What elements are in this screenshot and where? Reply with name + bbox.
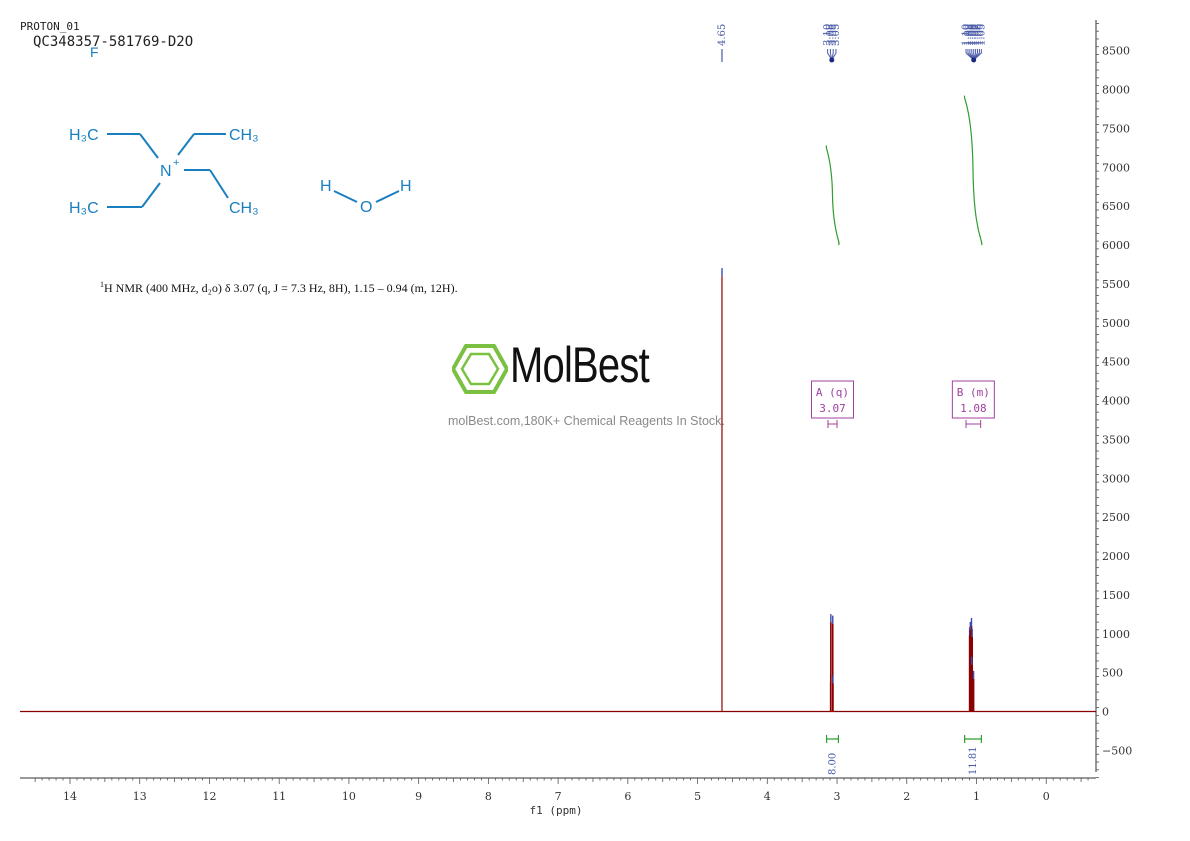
y-tick-label: 1000: [1102, 628, 1130, 641]
y-tick-label: 3000: [1102, 472, 1130, 485]
peak-label-node: [971, 57, 977, 63]
water-h1-label: H: [320, 178, 332, 195]
peak-label-connector: [827, 49, 833, 61]
nucleus-superscript: 1: [100, 280, 104, 289]
peak-shift-label: 1.09: [963, 24, 974, 46]
x-tick-label: 9: [415, 790, 422, 803]
x-tick-label: 4: [764, 790, 771, 803]
integral-range-bracket: [964, 735, 982, 743]
multiplet-box: [951, 380, 995, 419]
y-tick-label: 5000: [1102, 317, 1130, 330]
peak-shift-label: 3.10: [823, 24, 834, 46]
y-tick-label: 2000: [1102, 550, 1130, 563]
x-tick-label: 6: [624, 790, 631, 803]
integral-range-bracket: [825, 735, 840, 743]
water-o-label: O: [360, 199, 372, 216]
x-tick-label: 5: [694, 790, 701, 803]
integral-value-label: 8.00: [827, 753, 838, 775]
y-tick-label: 8000: [1102, 84, 1130, 97]
methyl-label-tr: CH₃: [229, 127, 259, 144]
x-tick-label: 3: [834, 790, 841, 803]
y-tick-label: 1500: [1102, 589, 1130, 602]
x-tick-label: 1: [973, 790, 980, 803]
peak-shift-label: 1.05: [976, 24, 987, 46]
y-tick-label: 6500: [1102, 200, 1130, 213]
nmr-summary: 1H NMR (400 MHz, d₂o) δ 3.07 (q, J = 7.3…: [100, 280, 458, 296]
molbest-logo-icon: [452, 344, 508, 394]
peak-shift-label: 3.05: [831, 24, 842, 46]
methyl-label-bl: H₃C: [69, 200, 99, 217]
integral-curve: [963, 95, 983, 246]
molecule-structure: H₃C CH₃ H₃C CH₃ N + H O H: [69, 127, 412, 217]
x-tick-label: 0: [1043, 790, 1050, 803]
nmr-summary-text: H NMR (400 MHz, d₂o) δ 3.07 (q, J = 7.3 …: [104, 281, 458, 295]
water-h2-label: H: [400, 178, 412, 195]
y-tick-label: 500: [1102, 667, 1123, 680]
y-tick-label: 0: [1102, 706, 1109, 719]
x-tick-label: 8: [485, 790, 492, 803]
multiplet-label: A (q): [816, 386, 849, 399]
peak-label-connector: [967, 49, 975, 61]
multiplet-shift: 1.08: [960, 402, 987, 415]
sample-id: QC348357-581769-D2O: [33, 34, 194, 50]
peak-shift-label: 4.65: [717, 24, 728, 46]
x-tick-label: 2: [903, 790, 910, 803]
peak-shift-label: 3.08: [828, 24, 839, 46]
y-tick-label: 2500: [1102, 511, 1130, 524]
peak-shift-label: 1.08: [967, 24, 978, 46]
x-tick-label: 14: [63, 790, 77, 803]
peak-label-node: [829, 57, 835, 63]
watermark-brand: MolBest: [510, 337, 650, 393]
charge-label: +: [173, 157, 179, 169]
nitrogen-label: N: [160, 163, 172, 180]
multiplet-range-bracket: [965, 420, 982, 428]
multiplet-shift: 3.07: [819, 402, 846, 415]
x-tick-label: 13: [133, 790, 147, 803]
x-tick-label: 12: [202, 790, 216, 803]
integral-value-label: 11.81: [968, 746, 979, 775]
experiment-label: PROTON_01: [20, 20, 80, 33]
peak-shift-label: 1.06: [973, 24, 984, 46]
y-tick-label: 6000: [1102, 239, 1130, 252]
peak-shift-label: 1.08: [965, 24, 976, 46]
x-tick-label: 7: [555, 790, 562, 803]
multiplet-range-bracket: [827, 420, 838, 428]
y-tick-label: −500: [1102, 744, 1132, 757]
y-tick-label: 4000: [1102, 395, 1130, 408]
y-tick-label: 5500: [1102, 278, 1130, 291]
integral-curve: [825, 145, 840, 246]
peak-shift-label: 1.07: [971, 24, 982, 46]
peak-shift-label: 3.08: [825, 24, 836, 46]
peak-label-connector: [973, 49, 982, 61]
peak-shift-label: 1.08: [969, 24, 980, 46]
x-axis-title: f1 (ppm): [530, 804, 583, 817]
peak-label-connector: [969, 49, 975, 61]
peak-shift-label: 1.06: [974, 24, 985, 46]
peak-shift-label: 1.10: [961, 24, 972, 46]
y-tick-label: 7500: [1102, 122, 1130, 135]
methyl-label-tl: H₃C: [69, 127, 99, 144]
counterion-label: F: [90, 44, 99, 60]
multiplet-label: B (m): [957, 386, 990, 399]
x-tick-label: 11: [272, 790, 286, 803]
y-tick-label: 3500: [1102, 433, 1130, 446]
watermark-tagline: molBest.com,180K+ Chemical Reagents In S…: [448, 414, 725, 428]
methyl-label-br: CH₃: [229, 200, 259, 217]
y-tick-label: 4500: [1102, 356, 1130, 369]
y-tick-label: 7000: [1102, 161, 1130, 174]
x-tick-label: 10: [342, 790, 356, 803]
multiplet-box: [810, 380, 854, 419]
peak-label-connector: [831, 49, 837, 61]
y-tick-label: 8500: [1102, 45, 1130, 58]
